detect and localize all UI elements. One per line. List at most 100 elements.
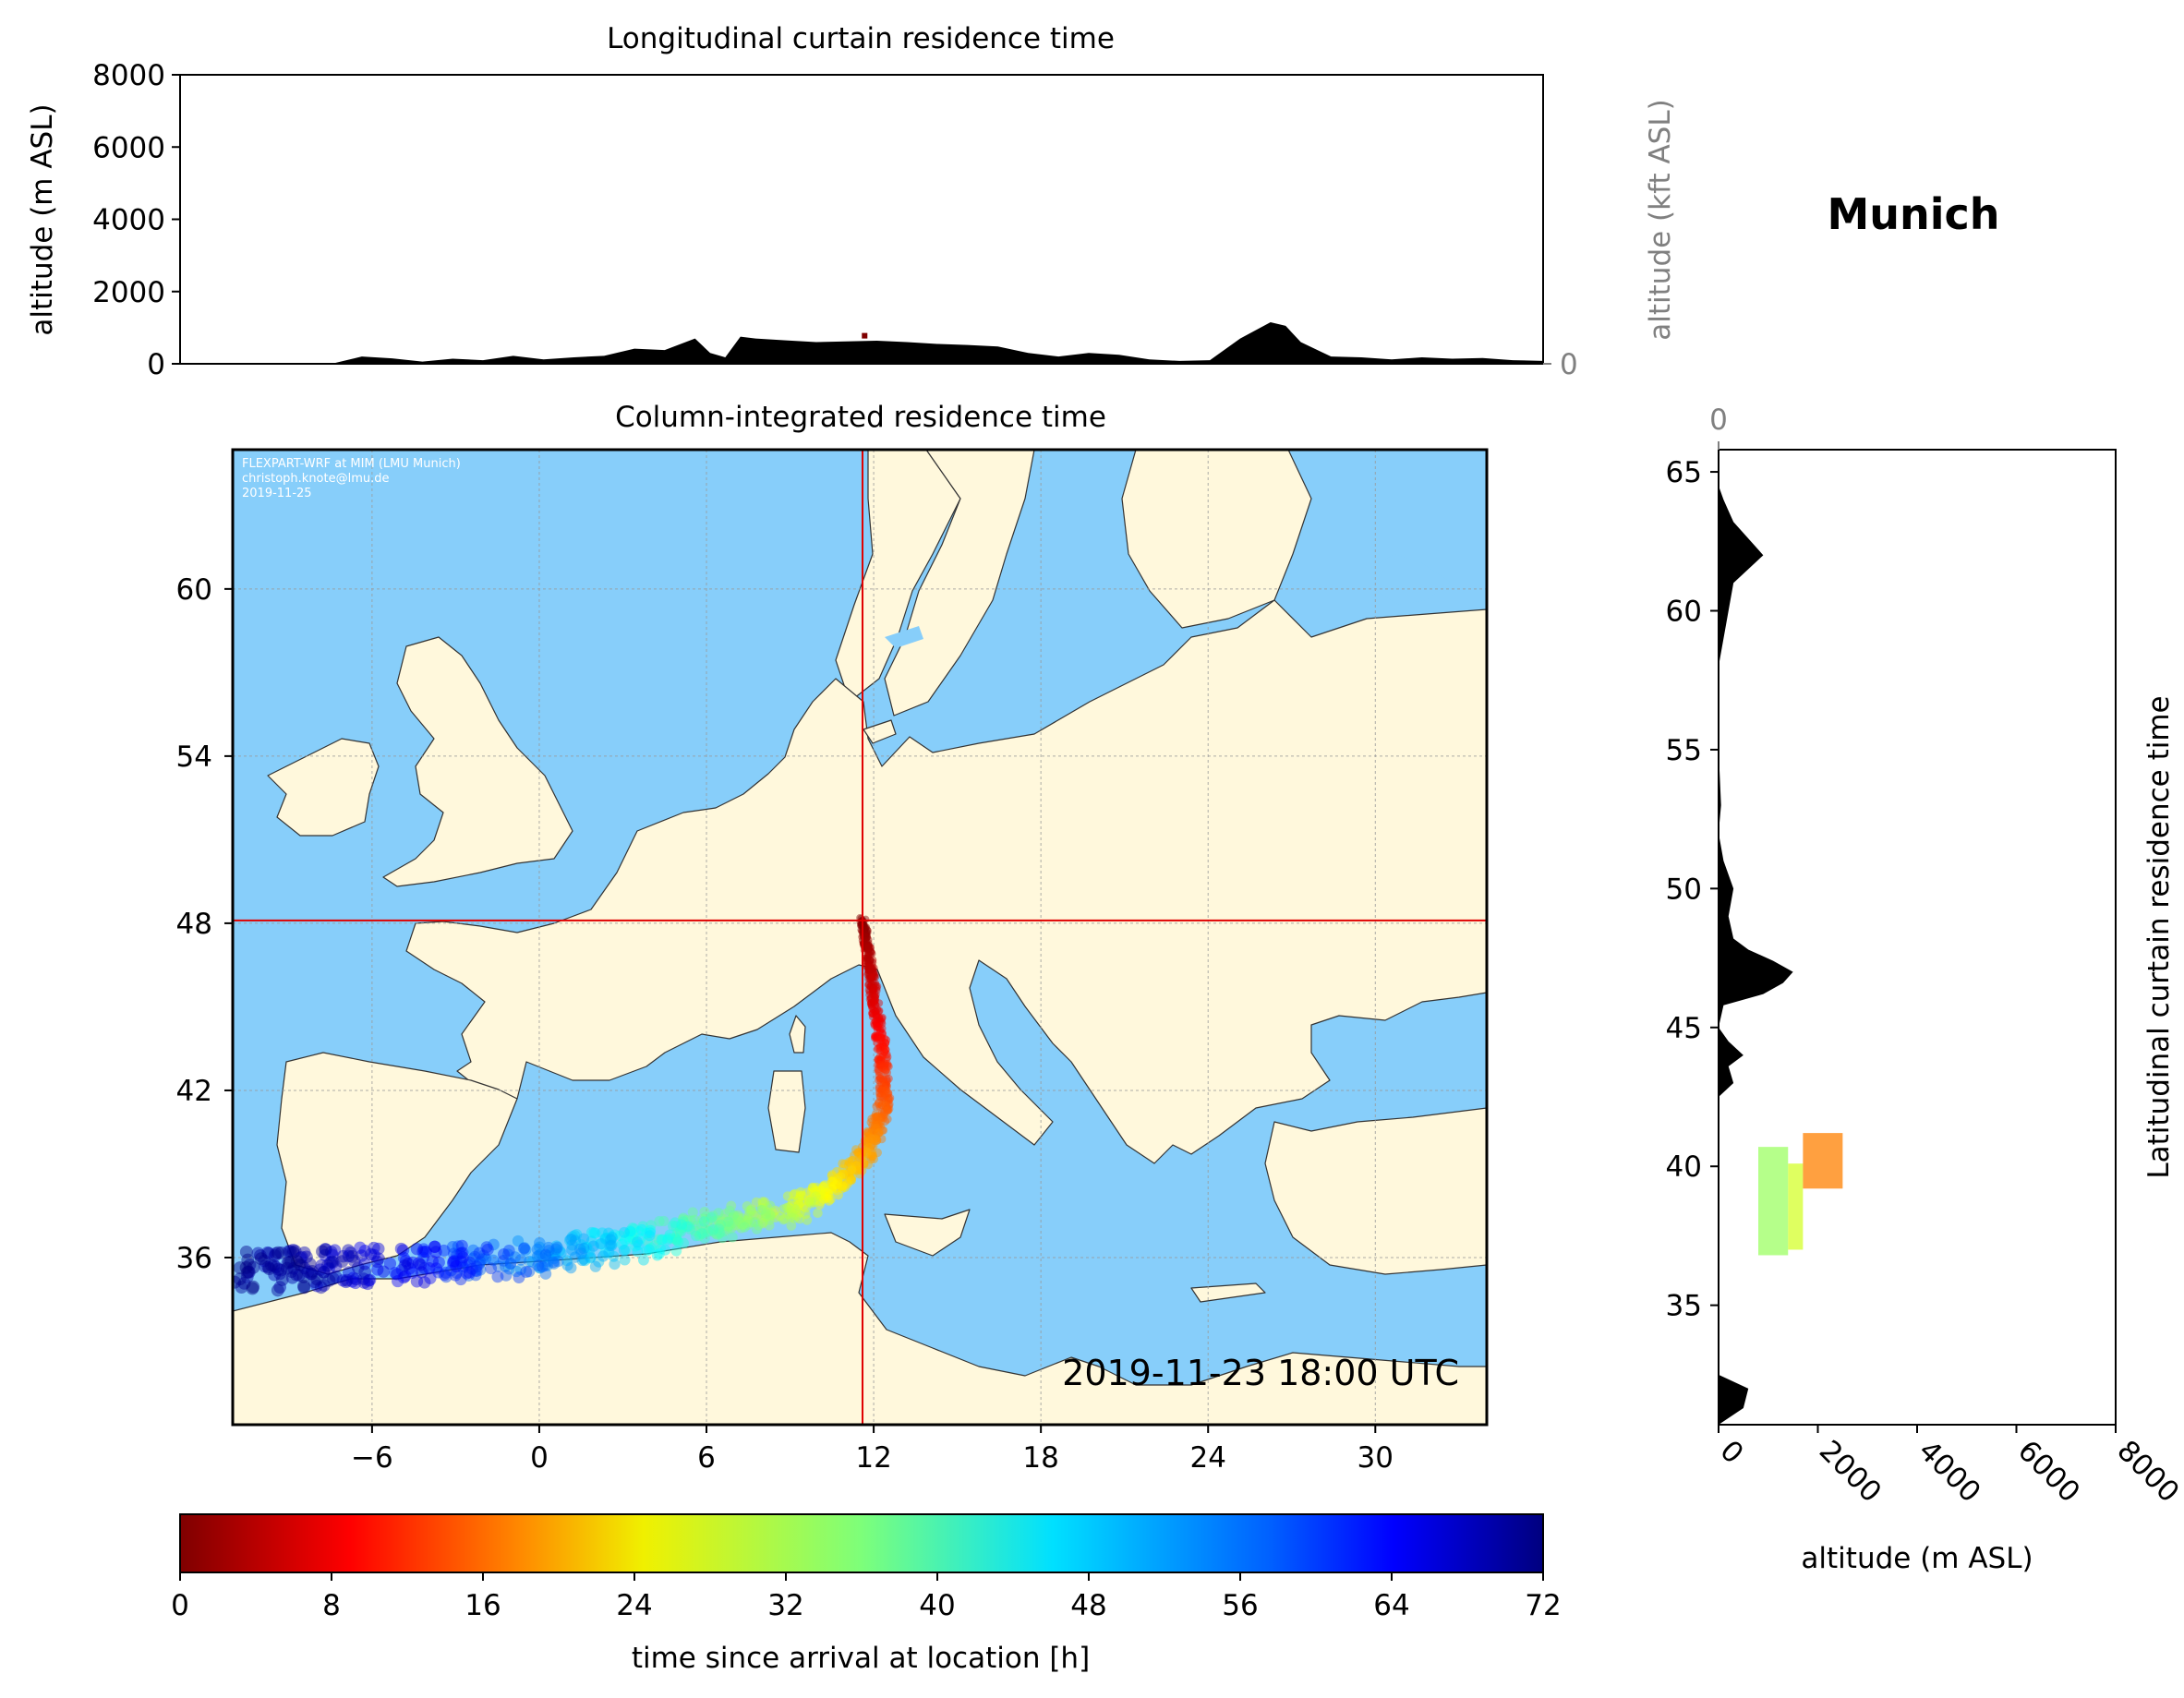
colorbar-tick-label: 24 bbox=[616, 1589, 652, 1622]
trajectory-particle bbox=[473, 1246, 486, 1259]
trajectory-particle bbox=[670, 1232, 682, 1244]
trajectory-particle bbox=[454, 1255, 468, 1268]
trajectory-particle bbox=[723, 1216, 734, 1227]
right-ytick-label: 60 bbox=[1666, 595, 1702, 628]
trajectory-particle bbox=[775, 1210, 785, 1222]
trajectory-particle bbox=[863, 1131, 874, 1140]
trajectory-particle bbox=[753, 1210, 764, 1221]
trajectory-particle bbox=[644, 1230, 656, 1242]
trajectory-particle bbox=[718, 1213, 729, 1224]
land-sardinia bbox=[767, 1070, 806, 1153]
trajectory-particle bbox=[288, 1245, 302, 1258]
trajectory-particle bbox=[859, 1158, 869, 1168]
trajectory-particle bbox=[790, 1188, 801, 1198]
trajectory-particle bbox=[715, 1219, 726, 1230]
trajectory-particle bbox=[862, 944, 870, 952]
trajectory-particle bbox=[880, 1062, 889, 1071]
trajectory-particle bbox=[565, 1234, 577, 1246]
trajectory-particle bbox=[863, 1128, 873, 1138]
trajectory-particle bbox=[865, 1151, 875, 1162]
trajectory-particle bbox=[869, 969, 878, 978]
trajectory-particle bbox=[286, 1243, 300, 1257]
trajectory-particle bbox=[870, 964, 878, 972]
trajectory-particle bbox=[589, 1227, 601, 1239]
trajectory-particle bbox=[863, 938, 871, 946]
trajectory-particle bbox=[566, 1244, 578, 1256]
trajectory-particle bbox=[543, 1249, 555, 1261]
trajectory-particle bbox=[880, 1116, 890, 1126]
trajectory-particle bbox=[308, 1275, 321, 1289]
trajectory-particle bbox=[863, 927, 872, 935]
right-ytick-label: 55 bbox=[1666, 734, 1702, 767]
trajectory-particle bbox=[578, 1242, 590, 1255]
trajectory-particle bbox=[879, 1082, 888, 1091]
trajectory-particle bbox=[847, 1172, 857, 1182]
trajectory-particle bbox=[866, 982, 875, 991]
trajectory-particle bbox=[550, 1240, 562, 1252]
trajectory-particle bbox=[864, 981, 873, 990]
trajectory-particle bbox=[748, 1210, 759, 1221]
trajectory-particle bbox=[329, 1270, 343, 1283]
trajectory-particle bbox=[319, 1243, 332, 1257]
trajectory-particle bbox=[833, 1175, 843, 1186]
trajectory-particle bbox=[863, 933, 872, 941]
trajectory-particle bbox=[339, 1275, 353, 1289]
trajectory-particle bbox=[790, 1203, 801, 1214]
trajectory-particle bbox=[874, 1128, 883, 1138]
trajectory-particle bbox=[870, 1113, 879, 1122]
trajectory-particle bbox=[877, 1060, 887, 1069]
lake-vanern bbox=[885, 626, 923, 648]
trajectory-particle bbox=[655, 1243, 667, 1255]
trajectory-particle bbox=[839, 1182, 850, 1193]
trajectory-particle bbox=[880, 1060, 889, 1069]
trajectory-particle bbox=[882, 1050, 891, 1059]
trajectory-particle bbox=[802, 1215, 813, 1225]
trajectory-particle bbox=[866, 994, 875, 1003]
trajectory-particle bbox=[869, 981, 878, 990]
trajectory-particle bbox=[862, 1149, 872, 1159]
trajectory-particle bbox=[670, 1221, 682, 1232]
trajectory-particle bbox=[697, 1228, 709, 1239]
trajectory-particle bbox=[871, 1110, 881, 1119]
trajectory-particle bbox=[864, 941, 873, 949]
trajectory-particle bbox=[864, 969, 873, 978]
trajectory-particle bbox=[534, 1262, 547, 1274]
trajectory-particle bbox=[395, 1263, 408, 1277]
trajectory-particle bbox=[875, 1044, 883, 1053]
trajectory-particle bbox=[875, 1117, 886, 1126]
trajectory-particle bbox=[805, 1198, 816, 1209]
trajectory-particle bbox=[816, 1191, 827, 1201]
trajectory-particle bbox=[883, 1053, 892, 1062]
trajectory-particle bbox=[326, 1271, 340, 1285]
trajectory-particle bbox=[869, 956, 877, 964]
trajectory-particle bbox=[519, 1244, 532, 1256]
trajectory-particle bbox=[838, 1164, 848, 1174]
trajectory-particle bbox=[871, 972, 880, 981]
trajectory-particle bbox=[440, 1270, 452, 1283]
trajectory-particle bbox=[316, 1245, 329, 1258]
trajectory-particle bbox=[704, 1225, 715, 1236]
trajectory-particle bbox=[827, 1170, 838, 1180]
trajectory-particle bbox=[753, 1220, 764, 1231]
trajectory-particle bbox=[821, 1191, 832, 1201]
trajectory-particle bbox=[696, 1228, 707, 1239]
trajectory-particle bbox=[875, 1067, 884, 1077]
trajectory-particle bbox=[863, 928, 871, 937]
trajectory-particle bbox=[670, 1245, 682, 1257]
trajectory-particle bbox=[549, 1243, 562, 1256]
trajectory-particle bbox=[839, 1180, 849, 1190]
trajectory-particle bbox=[820, 1188, 830, 1198]
trajectory-particle bbox=[363, 1273, 377, 1286]
trajectory-particle bbox=[807, 1182, 818, 1193]
trajectory-particle bbox=[843, 1176, 853, 1186]
trajectory-particle bbox=[868, 1141, 878, 1151]
trajectory-particle bbox=[862, 1140, 872, 1150]
trajectory-particle bbox=[863, 929, 872, 937]
trajectory-particle bbox=[801, 1202, 811, 1213]
trajectory-particle bbox=[802, 1187, 813, 1198]
trajectory-particle bbox=[870, 972, 878, 981]
trajectory-particle bbox=[336, 1249, 350, 1263]
trajectory-particle bbox=[713, 1223, 725, 1234]
trajectory-particle bbox=[867, 947, 875, 956]
trajectory-particle bbox=[866, 1117, 875, 1127]
